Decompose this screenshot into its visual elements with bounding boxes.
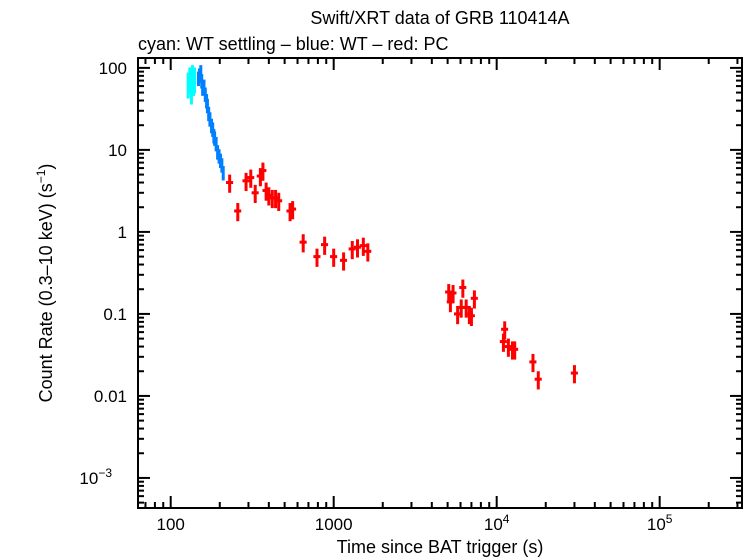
data-point bbox=[226, 174, 234, 193]
y-tick-label-sup: −3 bbox=[98, 466, 112, 480]
data-point bbox=[251, 184, 259, 204]
y-axis-label-main: Count Rate (0.3–10 keV) (s bbox=[36, 183, 56, 402]
x-tick-label-sup: 4 bbox=[503, 512, 510, 526]
data-point bbox=[459, 279, 467, 298]
y-tick-label-base: 10 bbox=[108, 141, 127, 160]
data-point bbox=[193, 67, 197, 94]
y-tick-label-base: 0.01 bbox=[94, 387, 127, 406]
chart-subtitle: cyan: WT settling – blue: WT – red: PC bbox=[138, 34, 448, 54]
x-tick-label: 104 bbox=[484, 512, 510, 534]
y-tick-label: 10 bbox=[108, 141, 127, 160]
y-tick-label: 100 bbox=[99, 59, 127, 78]
y-tick-label-base: 0.1 bbox=[103, 305, 127, 324]
y-tick-label-base: 100 bbox=[99, 59, 127, 78]
data-point bbox=[364, 243, 372, 262]
y-tick-label-base: 1 bbox=[118, 223, 127, 242]
x-tick-label: 105 bbox=[647, 512, 673, 534]
data-point bbox=[299, 234, 307, 253]
data-point bbox=[313, 248, 321, 267]
data-point bbox=[348, 240, 356, 260]
data-point bbox=[321, 236, 329, 255]
x-axis-label: Time since BAT trigger (s) bbox=[337, 537, 544, 557]
data-point bbox=[242, 172, 250, 192]
x-tick-label: 1000 bbox=[315, 515, 353, 534]
x-tick-label-base: 10 bbox=[484, 515, 503, 534]
data-point bbox=[221, 166, 225, 181]
data-point bbox=[289, 201, 297, 220]
data-point bbox=[467, 307, 475, 326]
data-point bbox=[247, 169, 255, 188]
data-point bbox=[570, 365, 578, 384]
x-tick-label-sup: 5 bbox=[666, 512, 673, 526]
plot-frame bbox=[137, 57, 743, 509]
y-axis-label-sup: −1 bbox=[34, 169, 48, 183]
y-axis-label-end: ) bbox=[36, 164, 56, 170]
y-tick-label: 0.01 bbox=[94, 387, 127, 406]
data-point bbox=[529, 353, 537, 373]
data-point bbox=[353, 239, 361, 258]
data-point bbox=[330, 248, 338, 267]
y-axis-label: Count Rate (0.3–10 keV) (s−1) bbox=[34, 164, 56, 403]
y-tick-label: 0.1 bbox=[103, 305, 127, 324]
x-tick-label: 100 bbox=[157, 515, 185, 534]
data-point bbox=[504, 338, 512, 357]
x-tick-label-base: 1000 bbox=[315, 515, 353, 534]
x-tick-label-base: 100 bbox=[157, 515, 185, 534]
chart-title: Swift/XRT data of GRB 110414A bbox=[310, 8, 569, 28]
data-point bbox=[359, 237, 367, 256]
data-point bbox=[275, 192, 283, 211]
data-point bbox=[259, 162, 267, 181]
data-point bbox=[188, 67, 192, 94]
data-point bbox=[534, 371, 542, 390]
data-point bbox=[470, 290, 478, 309]
data-point bbox=[234, 203, 242, 222]
x-tick-label-base: 10 bbox=[647, 515, 666, 534]
y-tick-label: 10−3 bbox=[79, 466, 112, 488]
data-point bbox=[511, 341, 519, 360]
y-tick-label: 1 bbox=[118, 223, 127, 242]
data-point bbox=[501, 321, 509, 340]
y-tick-label-base: 10 bbox=[79, 469, 98, 488]
data-point bbox=[449, 285, 457, 304]
data-point bbox=[339, 252, 348, 271]
data-points bbox=[186, 65, 578, 390]
